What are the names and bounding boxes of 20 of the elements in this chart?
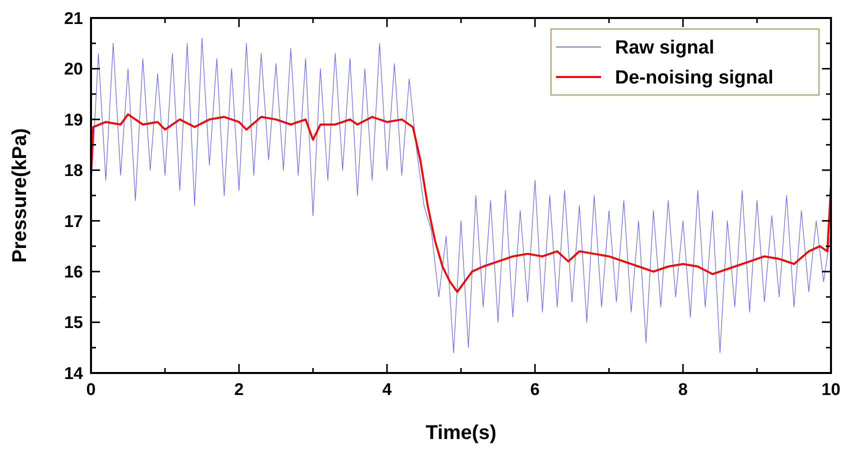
x-tick-label: 2 xyxy=(234,380,244,399)
y-tick-label: 17 xyxy=(64,212,83,231)
x-tick-label: 10 xyxy=(822,380,840,399)
y-tick-label: 16 xyxy=(64,262,83,282)
y-tick-label: 21 xyxy=(64,8,83,28)
line-series xyxy=(91,38,831,354)
x-axis-title: Time(s) xyxy=(426,422,496,444)
x-tick-label: 4 xyxy=(382,380,392,399)
x-tick-label: 6 xyxy=(530,380,540,399)
y-tick-label: 19 xyxy=(64,110,83,130)
y-tick-label: 20 xyxy=(64,60,83,79)
y-tick-label: 15 xyxy=(64,313,83,332)
y-tick-label: 18 xyxy=(64,161,83,180)
legend-label: De-noising signal xyxy=(615,68,774,89)
legend-label: Raw signal xyxy=(615,38,714,59)
x-tick-label: 8 xyxy=(678,380,688,399)
y-tick-label: 14 xyxy=(64,364,84,383)
line-series xyxy=(91,113,831,293)
x-tick-label: 0 xyxy=(86,380,96,399)
y-axis-title: Pressure(kPa) xyxy=(9,128,31,263)
